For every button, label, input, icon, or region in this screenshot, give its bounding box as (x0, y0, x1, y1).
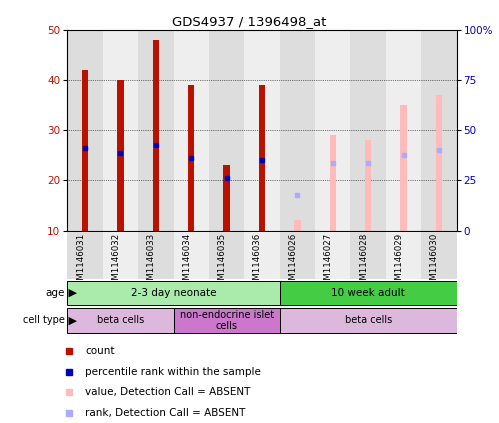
Bar (153, 40, 159, 231)
Bar (259, 85, 265, 231)
Text: GSM1146034: GSM1146034 (182, 233, 191, 291)
Text: age: age (45, 288, 65, 298)
Text: rank, Detection Call = ABSENT: rank, Detection Call = ABSENT (85, 408, 246, 418)
Bar (117, 80, 124, 231)
Text: value, Detection Call = ABSENT: value, Detection Call = ABSENT (85, 387, 250, 397)
Bar (350, 30, 386, 231)
Bar (138, 231, 174, 279)
Bar (209, 231, 245, 279)
Text: cell type: cell type (23, 316, 65, 325)
Text: 2-3 day neonate: 2-3 day neonate (131, 288, 216, 298)
Bar (245, 30, 279, 231)
Bar (421, 231, 457, 279)
Bar (350, 231, 386, 279)
Bar (67, 231, 103, 279)
Bar (386, 231, 421, 279)
Text: ▶: ▶ (65, 316, 77, 325)
Text: beta cells: beta cells (344, 316, 392, 325)
Bar (400, 105, 407, 231)
Text: GSM1146032: GSM1146032 (111, 233, 120, 291)
Bar (138, 30, 174, 231)
Text: GSM1146028: GSM1146028 (359, 233, 368, 291)
Bar (188, 85, 195, 231)
Bar (294, 220, 300, 231)
Bar (174, 231, 209, 279)
Text: count: count (85, 346, 115, 356)
Bar (67, 280, 279, 305)
Bar (315, 231, 350, 279)
Text: GSM1146036: GSM1146036 (253, 233, 262, 291)
Bar (386, 30, 421, 231)
Text: ▶: ▶ (65, 288, 77, 298)
Text: GSM1146029: GSM1146029 (395, 233, 404, 291)
Bar (329, 135, 336, 231)
Bar (279, 308, 457, 333)
Bar (279, 30, 315, 231)
Bar (103, 30, 138, 231)
Bar (174, 30, 209, 231)
Bar (279, 280, 457, 305)
Bar (209, 30, 245, 231)
Text: GSM1146031: GSM1146031 (76, 233, 85, 291)
Bar (315, 30, 350, 231)
Bar (245, 231, 279, 279)
Text: beta cells: beta cells (97, 316, 144, 325)
Bar (103, 231, 138, 279)
Bar (436, 95, 442, 231)
Text: GSM1146035: GSM1146035 (218, 233, 227, 291)
Text: non-endocrine islet
cells: non-endocrine islet cells (180, 310, 273, 331)
Bar (279, 231, 315, 279)
Bar (67, 308, 174, 333)
Text: GDS4937 / 1396498_at: GDS4937 / 1396498_at (172, 15, 327, 28)
Bar (224, 165, 230, 231)
Bar (421, 30, 457, 231)
Bar (67, 30, 103, 231)
Bar (82, 70, 88, 231)
Bar (174, 308, 279, 333)
Text: GSM1146026: GSM1146026 (288, 233, 297, 291)
Text: GSM1146030: GSM1146030 (430, 233, 439, 291)
Text: percentile rank within the sample: percentile rank within the sample (85, 367, 261, 377)
Text: 10 week adult: 10 week adult (331, 288, 405, 298)
Text: GSM1146033: GSM1146033 (147, 233, 156, 291)
Bar (365, 140, 371, 231)
Text: GSM1146027: GSM1146027 (324, 233, 333, 291)
